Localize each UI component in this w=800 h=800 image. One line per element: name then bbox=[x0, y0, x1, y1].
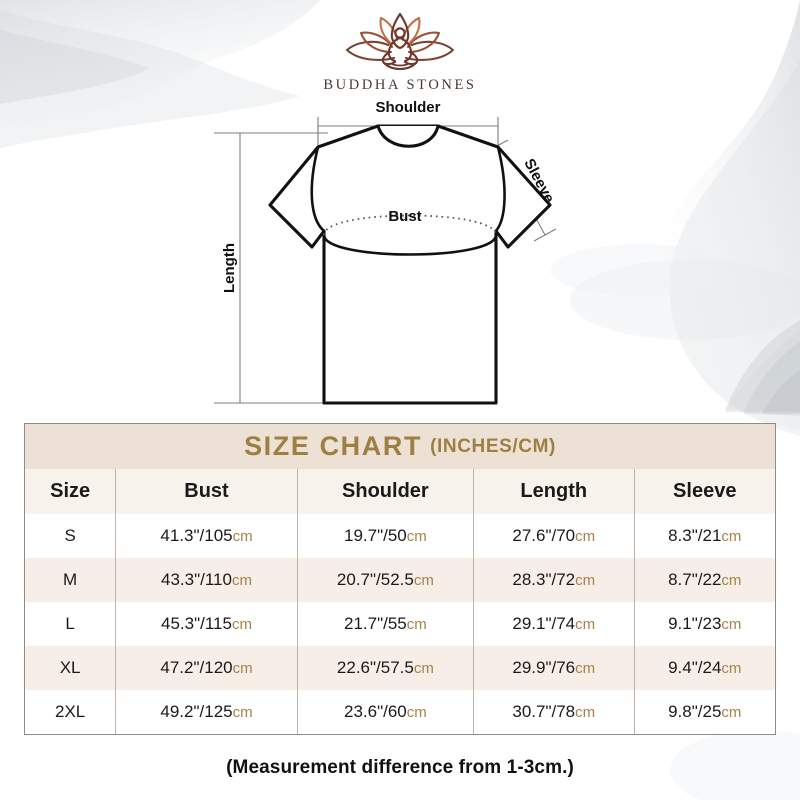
cell-length: 28.3"/72cm bbox=[473, 558, 634, 602]
column-header-bust: Bust bbox=[115, 469, 298, 514]
tshirt-measurement-diagram: Length Shoulder Sleeve bbox=[214, 99, 558, 405]
cell-shoulder: 21.7"/55cm bbox=[296, 602, 474, 646]
brand-logo: BUDDHA STONES bbox=[0, 8, 800, 94]
cell-shoulder: 20.7"/52.5cm bbox=[296, 558, 474, 602]
cell-size: XL bbox=[25, 646, 116, 690]
size-chart-table: SIZE CHART (INCHES/CM) Size Bust Shoulde… bbox=[24, 423, 776, 735]
cell-sleeve: 8.7"/22cm bbox=[633, 558, 775, 602]
cell-size: M bbox=[25, 558, 116, 602]
size-chart-title-bar: SIZE CHART (INCHES/CM) bbox=[25, 424, 775, 469]
column-header-length: Length bbox=[473, 469, 634, 514]
cell-size: L bbox=[25, 602, 116, 646]
brand-name: BUDDHA STONES bbox=[323, 77, 477, 93]
cell-sleeve: 8.3"/21cm bbox=[633, 514, 775, 558]
size-chart-title: SIZE CHART bbox=[244, 431, 423, 461]
column-header-shoulder: Shoulder bbox=[296, 469, 474, 514]
cell-length: 30.7"/78cm bbox=[473, 690, 634, 734]
cell-shoulder: 22.6"/57.5cm bbox=[296, 646, 474, 690]
length-label: Length bbox=[221, 243, 238, 293]
column-header-size: Size bbox=[25, 469, 116, 514]
shoulder-label: Shoulder bbox=[375, 99, 440, 116]
lotus-meditation-icon bbox=[345, 12, 455, 71]
cell-bust: 49.2"/125cm bbox=[115, 690, 298, 734]
cell-length: 29.1"/74cm bbox=[473, 602, 634, 646]
table-row: XL 47.2"/120cm 22.6"/57.5cm 29.9"/76cm 9… bbox=[25, 646, 775, 690]
cell-length: 27.6"/70cm bbox=[473, 514, 634, 558]
measurements-table: Size Bust Shoulder Length Sleeve S 41.3"… bbox=[25, 469, 775, 734]
size-chart-units: (INCHES/CM) bbox=[430, 435, 556, 457]
cell-bust: 47.2"/120cm bbox=[115, 646, 298, 690]
cell-sleeve: 9.4"/24cm bbox=[633, 646, 775, 690]
table-row: S 41.3"/105cm 19.7"/50cm 27.6"/70cm 8.3"… bbox=[25, 514, 775, 558]
bust-label: Bust bbox=[388, 208, 421, 225]
cell-bust: 43.3"/110cm bbox=[115, 558, 298, 602]
table-row: L 45.3"/115cm 21.7"/55cm 29.1"/74cm 9.1"… bbox=[25, 602, 775, 646]
cell-shoulder: 23.6"/60cm bbox=[296, 690, 474, 734]
cell-bust: 41.3"/105cm bbox=[115, 514, 298, 558]
table-header-row: Size Bust Shoulder Length Sleeve bbox=[25, 469, 775, 514]
cell-length: 29.9"/76cm bbox=[473, 646, 634, 690]
cell-sleeve: 9.8"/25cm bbox=[633, 690, 775, 734]
table-row: M 43.3"/110cm 20.7"/52.5cm 28.3"/72cm 8.… bbox=[25, 558, 775, 602]
tshirt-outline bbox=[268, 124, 552, 405]
cell-size: 2XL bbox=[25, 690, 116, 734]
table-row: 2XL 49.2"/125cm 23.6"/60cm 30.7"/78cm 9.… bbox=[25, 690, 775, 734]
measurement-disclaimer: (Measurement difference from 1-3cm.) bbox=[226, 757, 574, 778]
cell-sleeve: 9.1"/23cm bbox=[633, 602, 775, 646]
column-header-sleeve: Sleeve bbox=[633, 469, 775, 514]
cell-shoulder: 19.7"/50cm bbox=[296, 514, 474, 558]
cell-size: S bbox=[25, 514, 116, 558]
cell-bust: 45.3"/115cm bbox=[115, 602, 298, 646]
